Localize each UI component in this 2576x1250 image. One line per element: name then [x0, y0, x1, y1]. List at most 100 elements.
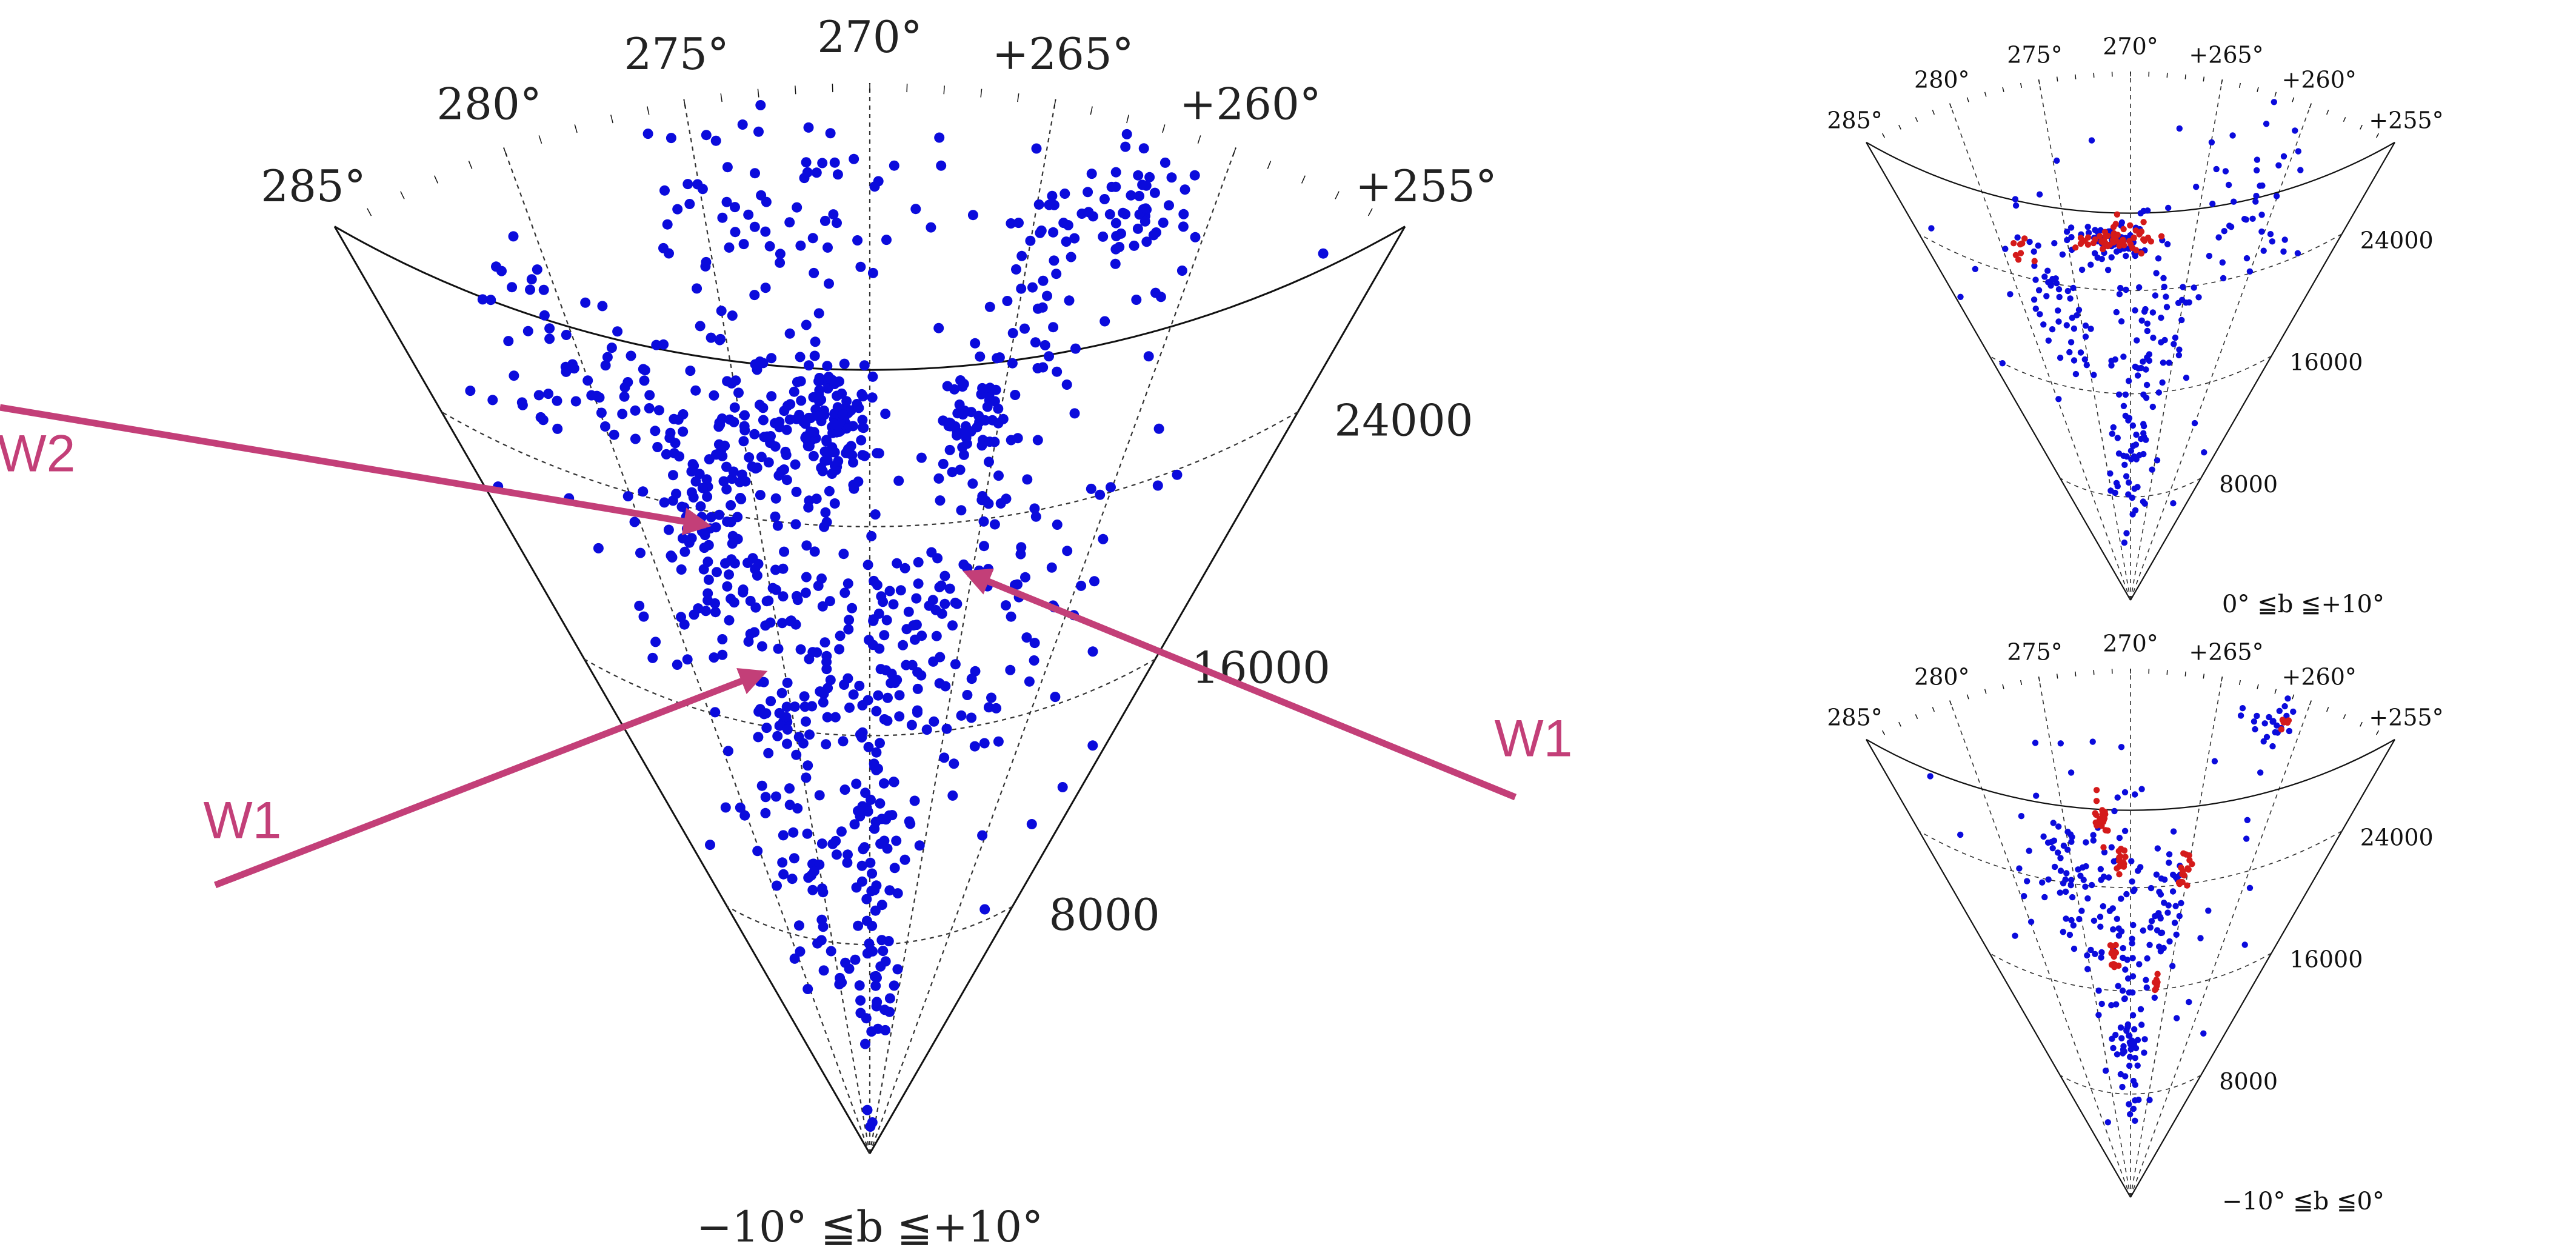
- galaxy-point: [1059, 189, 1070, 199]
- arc-tick: [2274, 92, 2277, 97]
- galaxy-point: [809, 546, 820, 557]
- arc-tick: [2056, 76, 2058, 82]
- longitude-tick-label: +255°: [1355, 161, 1497, 212]
- galaxy-point: [2144, 320, 2151, 327]
- galaxy-point: [710, 607, 721, 618]
- galaxy-point: [517, 399, 528, 410]
- galaxy-point: [2090, 837, 2097, 844]
- galaxy-point: [822, 361, 833, 372]
- galaxy-point: [561, 366, 572, 377]
- galaxy-point: [2227, 224, 2235, 230]
- galaxy-point: [1066, 252, 1076, 262]
- galaxy-point: [750, 168, 760, 179]
- galaxy-point: [486, 295, 496, 306]
- galaxy-point: [795, 644, 806, 655]
- galaxy-point: [979, 541, 989, 552]
- galaxy-point: [2030, 296, 2038, 303]
- highlighted-galaxy-point: [2097, 233, 2103, 239]
- galaxy-point: [781, 450, 792, 460]
- galaxy-point: [1089, 576, 1099, 587]
- highlighted-galaxy-point: [2077, 240, 2084, 247]
- galaxy-point: [2150, 335, 2157, 341]
- longitude-gridline: [1949, 103, 2131, 601]
- galaxy-point: [993, 736, 1004, 747]
- galaxy-point: [684, 199, 695, 209]
- galaxy-point: [569, 363, 579, 374]
- arc-tick: [1984, 689, 1987, 694]
- galaxy-point: [2281, 236, 2288, 243]
- galaxy-point: [950, 659, 961, 670]
- highlighted-galaxy-point: [2108, 961, 2115, 968]
- galaxy-point: [785, 616, 796, 627]
- arc-tick: [1367, 208, 1373, 216]
- galaxy-point: [889, 863, 900, 874]
- galaxy-point: [888, 599, 899, 610]
- galaxy-point: [2149, 309, 2157, 316]
- galaxy-point: [2134, 372, 2141, 379]
- galaxy-point: [912, 683, 923, 694]
- galaxy-point: [2126, 1101, 2132, 1108]
- galaxy-point: [1957, 831, 1964, 838]
- galaxy-point: [871, 706, 882, 717]
- galaxy-point: [2138, 1021, 2145, 1028]
- galaxy-point: [2123, 891, 2130, 898]
- galaxy-point: [2135, 1097, 2142, 1103]
- longitude-tick-label: +265°: [2189, 638, 2263, 665]
- galaxy-point: [2070, 357, 2078, 364]
- galaxy-point: [1086, 483, 1096, 494]
- galaxy-point: [721, 484, 732, 495]
- highlighted-galaxy-point: [2132, 227, 2140, 234]
- galaxy-point: [931, 630, 942, 641]
- galaxy-point: [2157, 891, 2164, 898]
- galaxy-point: [833, 456, 844, 467]
- galaxy-point: [1098, 533, 1109, 544]
- galaxy-point: [1141, 236, 1152, 247]
- galaxy-point: [855, 995, 866, 1006]
- galaxy-point: [916, 670, 927, 681]
- galaxy-point: [781, 475, 792, 486]
- galaxy-point: [2281, 703, 2288, 710]
- galaxy-point: [760, 807, 771, 818]
- arc-tick: [1949, 700, 1952, 706]
- galaxy-point: [2124, 1021, 2131, 1028]
- galaxy-point: [2070, 325, 2078, 332]
- galaxy-point: [738, 584, 749, 595]
- galaxy-point: [2111, 858, 2117, 865]
- galaxy-point: [2067, 769, 2075, 776]
- galaxy-point: [2155, 255, 2162, 262]
- galaxy-point: [779, 406, 790, 416]
- galaxy-point: [1083, 187, 1093, 198]
- arc-tick: [2343, 714, 2346, 720]
- galaxy-point: [2057, 889, 2063, 896]
- arc-tick: [2257, 684, 2259, 689]
- galaxy-point: [952, 408, 963, 419]
- galaxy-point: [2258, 228, 2265, 235]
- galaxy-point: [808, 450, 819, 461]
- galaxy-point: [957, 442, 968, 453]
- galaxy-point: [776, 466, 787, 477]
- galaxy-point: [764, 241, 775, 252]
- galaxy-point: [1140, 203, 1151, 214]
- galaxy-point: [1016, 283, 1027, 294]
- galaxy-point: [978, 516, 989, 527]
- galaxy-point: [2175, 352, 2183, 359]
- galaxy-point: [2136, 961, 2143, 968]
- galaxy-point: [701, 474, 712, 485]
- galaxy-point: [2067, 295, 2074, 302]
- galaxy-point: [1022, 474, 1033, 485]
- galaxy-point: [2138, 317, 2145, 324]
- galaxy-point: [2231, 198, 2237, 205]
- galaxy-point: [2114, 1051, 2121, 1058]
- galaxy-point: [1013, 218, 1024, 229]
- galaxy-point: [934, 132, 945, 143]
- galaxy-point: [1032, 363, 1043, 373]
- galaxy-point: [887, 810, 898, 821]
- galaxy-point: [801, 540, 812, 551]
- galaxy-point: [679, 546, 690, 557]
- galaxy-point: [2049, 326, 2056, 333]
- galaxy-point: [823, 683, 833, 694]
- galaxy-point: [2120, 452, 2127, 459]
- arc-tick: [2002, 87, 2004, 92]
- galaxy-point: [1152, 480, 1163, 491]
- galaxy-point: [662, 219, 673, 230]
